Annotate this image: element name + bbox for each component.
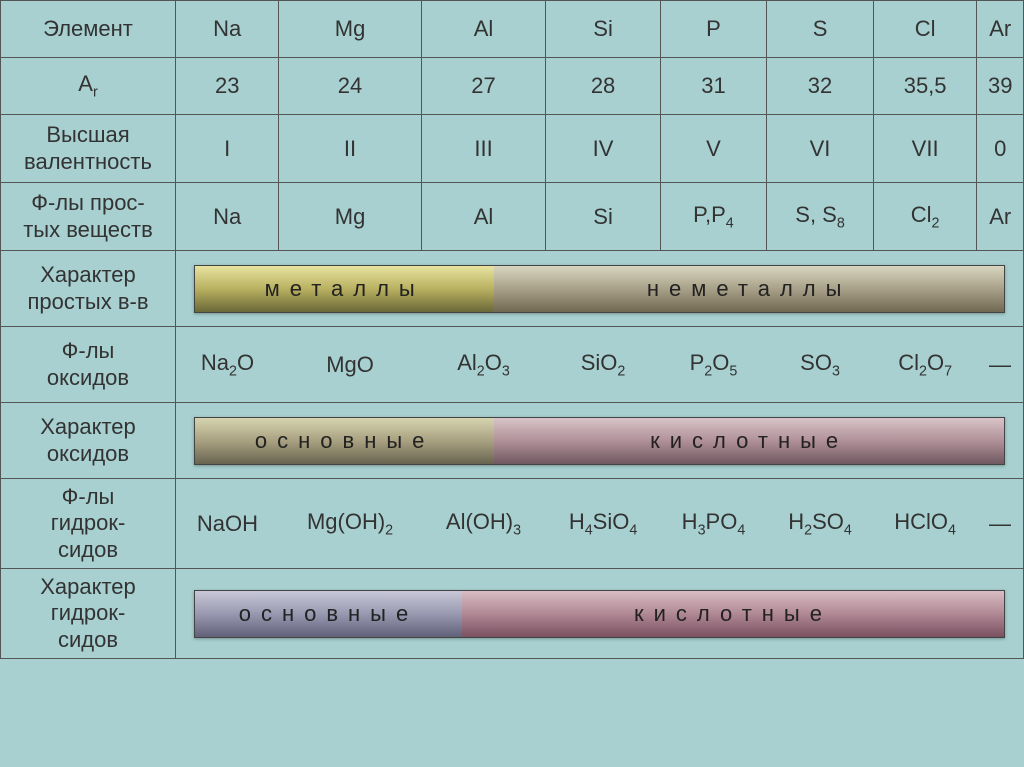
cell-hydroxide: Al(OH)3 (421, 479, 546, 569)
cell-element: Mg (279, 1, 421, 58)
cell-valency: II (279, 115, 421, 183)
row-header-ar: Ar (1, 58, 176, 115)
bar-hydroxide-basic-label: основные (195, 591, 462, 637)
hydroxide-character-bar-cell: основные кислотные (176, 569, 1024, 659)
simple-character-bar-cell: металлы неметаллы (176, 251, 1024, 327)
cell-oxide: SO3 (767, 327, 874, 403)
cell-hydroxide: HClO4 (873, 479, 977, 569)
row-header-hydroxide-character: Характергидрок-сидов (1, 569, 176, 659)
cell-simple: Al (421, 183, 546, 251)
cell-ar: 24 (279, 58, 421, 115)
cell-ar: 27 (421, 58, 546, 115)
bar-oxide-basic-label: основные (195, 418, 494, 464)
row-header-hydroxide-formulas: Ф-лыгидрок-сидов (1, 479, 176, 569)
cell-hydroxide: H2SO4 (767, 479, 874, 569)
row-header-simple-character: Характер простых в-в (1, 251, 176, 327)
bar-hydroxide-acidic-label: кислотные (462, 591, 1004, 637)
cell-simple: S, S8 (767, 183, 874, 251)
cell-oxide: Al2O3 (421, 327, 546, 403)
gradient-bar-metals: металлы неметаллы (194, 265, 1005, 313)
row-header-oxide-character: Характер оксидов (1, 403, 176, 479)
cell-hydroxide: Mg(OH)2 (279, 479, 421, 569)
bar-nonmetals-label: неметаллы (494, 266, 1004, 312)
cell-valency: III (421, 115, 546, 183)
row-header-simple-formulas: Ф-лы прос-тых веществ (1, 183, 176, 251)
cell-oxide: — (977, 327, 1024, 403)
cell-element: Ar (977, 1, 1024, 58)
cell-valency: IV (546, 115, 660, 183)
periodic-properties-table: Элемент Na Mg Al Si P S Cl Ar Ar 23 24 2… (0, 0, 1024, 659)
bar-oxide-acidic-label: кислотные (494, 418, 1004, 464)
cell-ar: 28 (546, 58, 660, 115)
cell-element: P (660, 1, 767, 58)
cell-simple: Si (546, 183, 660, 251)
cell-simple: Mg (279, 183, 421, 251)
row-header-valency: Высшая валентность (1, 115, 176, 183)
cell-oxide: P2O5 (660, 327, 767, 403)
cell-hydroxide: H4SiO4 (546, 479, 660, 569)
cell-simple: Cl2 (873, 183, 977, 251)
cell-hydroxide: NaOH (176, 479, 279, 569)
row-header-oxide-formulas: Ф-лыоксидов (1, 327, 176, 403)
cell-valency: I (176, 115, 279, 183)
cell-valency: VI (767, 115, 874, 183)
cell-ar: 23 (176, 58, 279, 115)
cell-ar: 39 (977, 58, 1024, 115)
cell-element: Cl (873, 1, 977, 58)
cell-oxide: SiO2 (546, 327, 660, 403)
row-header-element: Элемент (1, 1, 176, 58)
cell-valency: VII (873, 115, 977, 183)
cell-oxide: MgO (279, 327, 421, 403)
gradient-bar-oxides: основные кислотные (194, 417, 1005, 465)
cell-valency: 0 (977, 115, 1024, 183)
cell-oxide: Cl2O7 (873, 327, 977, 403)
cell-element: S (767, 1, 874, 58)
cell-ar: 35,5 (873, 58, 977, 115)
cell-hydroxide: H3PO4 (660, 479, 767, 569)
cell-ar: 32 (767, 58, 874, 115)
cell-simple: Na (176, 183, 279, 251)
cell-oxide: Na2O (176, 327, 279, 403)
cell-element: Al (421, 1, 546, 58)
cell-hydroxide: — (977, 479, 1024, 569)
cell-valency: V (660, 115, 767, 183)
cell-simple: Ar (977, 183, 1024, 251)
oxide-character-bar-cell: основные кислотные (176, 403, 1024, 479)
bar-metals-label: металлы (195, 266, 494, 312)
gradient-bar-hydroxides: основные кислотные (194, 590, 1005, 638)
cell-ar: 31 (660, 58, 767, 115)
cell-simple: P,P4 (660, 183, 767, 251)
cell-element: Na (176, 1, 279, 58)
cell-element: Si (546, 1, 660, 58)
